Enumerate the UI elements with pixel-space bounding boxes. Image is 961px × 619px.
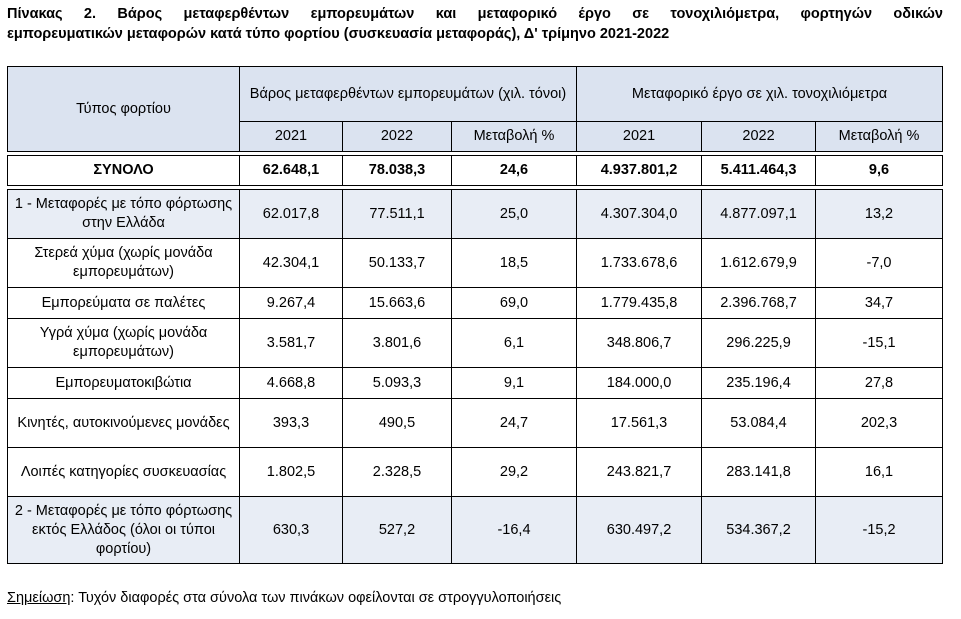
cell: 53.084,4 [701,398,817,448]
cell: 1.612.679,9 [701,238,817,288]
cell: 527,2 [342,496,452,564]
cell: -16,4 [450,496,578,564]
cell: 4.877.097,1 [701,189,817,239]
cell: 534.367,2 [701,496,817,564]
cell: 1.733.678,6 [576,238,703,288]
cell: 50.133,7 [342,238,452,288]
table-title: Πίνακας 2. Βάρος μεταφερθέντων εμπορευμά… [7,4,943,44]
cell: 24,7 [450,398,578,448]
table-row: Λοιπές κατηγορίες συσκευασίας 1.802,5 2.… [7,447,944,497]
table-row: Εμπορεύματα σε παλέτες 9.267,4 15.663,6 … [7,287,944,319]
footnote-prefix: Σημείωση [7,590,71,606]
table-row: Υγρά χύμα (χωρίς μονάδα εμπορευμάτων) 3.… [7,318,944,368]
row-label: ΣΥΝΟΛΟ [7,155,240,186]
footnote-text: : Τυχόν διαφορές στα σύνολα των πινάκων … [70,590,562,606]
cell: 243.821,7 [576,447,703,497]
cell: 283.141,8 [701,447,817,497]
header-sub: 2022 [701,121,817,152]
header-type-col: Τύπος φορτίου [7,66,240,152]
header-sub: 2021 [576,121,703,152]
cell: 6,1 [450,318,578,368]
table-row: 2 - Μεταφορές με τόπο φόρτωσης εκτός Ελλ… [7,496,944,564]
cell: 393,3 [239,398,343,448]
cell: 5.411.464,3 [701,155,817,186]
cell: 24,6 [450,155,578,186]
table-row-total: ΣΥΝΟΛΟ 62.648,1 78.038,3 24,6 4.937.801,… [7,155,944,186]
cell: 348.806,7 [576,318,703,368]
header-sub: 2022 [342,121,452,152]
cell: 3.581,7 [239,318,343,368]
header-sub: Μεταβολή % [450,121,578,152]
header-group-weight: Βάρος μεταφερθέντων εμπορευμάτων (χιλ. τ… [238,66,578,122]
cell: 16,1 [815,447,944,497]
cell: 29,2 [450,447,578,497]
cell: -7,0 [815,238,944,288]
row-label: Εμπορευματοκιβώτια [7,367,240,399]
freight-table: Τύπος φορτίου Βάρος μεταφερθέντων εμπορε… [7,66,944,564]
cell: 202,3 [815,398,944,448]
footnote: Σημείωση: Τυχόν διαφορές στα σύνολα των … [7,590,561,606]
row-label: 1 - Μεταφορές με τόπο φόρτωσης στην Ελλά… [7,189,240,239]
cell: 9,1 [450,367,578,399]
cell: 2.328,5 [342,447,452,497]
cell: 17.561,3 [576,398,703,448]
table-title-line-2: εμπορευματικών μεταφορών κατά τύπο φορτί… [7,26,670,42]
cell: 296.225,9 [701,318,817,368]
cell: 27,8 [815,367,944,399]
cell: -15,1 [815,318,944,368]
cell: 9,6 [815,155,944,186]
cell: 630,3 [239,496,343,564]
cell: 4.307.304,0 [576,189,703,239]
cell: 4.668,8 [239,367,343,399]
cell: 42.304,1 [239,238,343,288]
header-group-tkm: Μεταφορικό έργο σε χιλ. τονοχιλιόμετρα [576,66,944,122]
table-row: Εμπορευματοκιβώτια 4.668,8 5.093,3 9,1 1… [7,367,944,399]
cell: 62.648,1 [239,155,343,186]
header-sub: 2021 [239,121,343,152]
cell: 25,0 [450,189,578,239]
cell: 13,2 [815,189,944,239]
cell: 69,0 [450,287,578,319]
row-label: Εμπορεύματα σε παλέτες [7,287,240,319]
row-label: Υγρά χύμα (χωρίς μονάδα εμπορευμάτων) [7,318,240,368]
table-row: Κινητές, αυτοκινούμενες μονάδες 393,3 49… [7,398,944,448]
cell: 235.196,4 [701,367,817,399]
row-label: Λοιπές κατηγορίες συσκευασίας [7,447,240,497]
cell: 77.511,1 [342,189,452,239]
cell: 1.802,5 [239,447,343,497]
cell: 78.038,3 [342,155,452,186]
cell: 1.779.435,8 [576,287,703,319]
row-label: 2 - Μεταφορές με τόπο φόρτωσης εκτός Ελλ… [7,496,240,564]
cell: -15,2 [815,496,944,564]
row-label: Στερεά χύμα (χωρίς μονάδα εμπορευμάτων) [7,238,240,288]
cell: 4.937.801,2 [576,155,703,186]
table-row: 1 - Μεταφορές με τόπο φόρτωσης στην Ελλά… [7,189,944,239]
cell: 184.000,0 [576,367,703,399]
row-label: Κινητές, αυτοκινούμενες μονάδες [7,398,240,448]
table-row: Στερεά χύμα (χωρίς μονάδα εμπορευμάτων) … [7,238,944,288]
cell: 9.267,4 [239,287,343,319]
cell: 34,7 [815,287,944,319]
header-sub: Μεταβολή % [815,121,944,152]
cell: 62.017,8 [239,189,343,239]
cell: 490,5 [342,398,452,448]
cell: 2.396.768,7 [701,287,817,319]
cell: 5.093,3 [342,367,452,399]
cell: 18,5 [450,238,578,288]
cell: 3.801,6 [342,318,452,368]
table-title-line-1: Πίνακας 2. Βάρος μεταφερθέντων εμπορευμά… [7,6,943,22]
cell: 15.663,6 [342,287,452,319]
cell: 630.497,2 [576,496,703,564]
